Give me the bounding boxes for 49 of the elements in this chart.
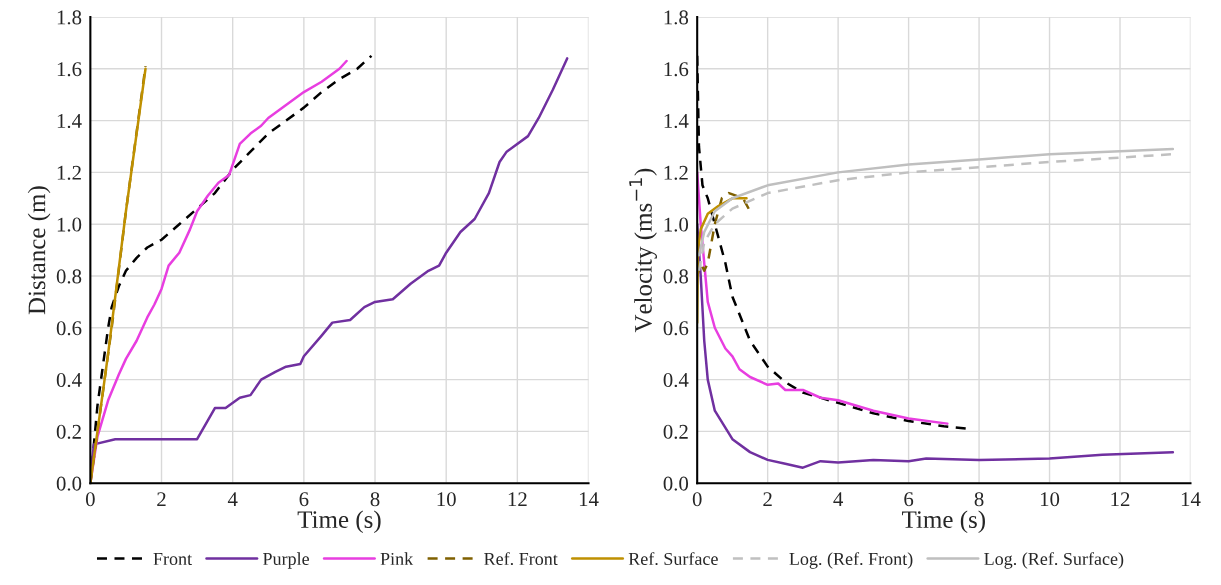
x-tick-label: 14	[1181, 492, 1201, 506]
x-tick-label: 0	[85, 492, 95, 507]
y-tick-label: 0.8	[56, 269, 82, 284]
legend-label: Log. (Ref. Front)	[789, 552, 913, 569]
y-tick-label: 1.6	[664, 62, 689, 77]
line-series	[697, 222, 1175, 469]
y-tick-label: 0.2	[663, 424, 688, 439]
x-tick-label: 8	[974, 492, 984, 507]
line-series	[697, 171, 949, 425]
x-tick-label: 8	[370, 492, 380, 507]
x-tick-label: 2	[157, 492, 166, 506]
y-tick-label: 1.4	[664, 114, 689, 129]
x-tick-label: 10	[1040, 492, 1060, 507]
y-tick-label: 1.8	[664, 10, 689, 25]
y-tick-label: 1.8	[57, 10, 82, 25]
y-tick-label: 0.0	[56, 476, 82, 491]
y-tick-label: 1.0	[664, 217, 689, 232]
x-axis-title: Time (s)	[902, 510, 985, 534]
x-tick-label: 12	[1111, 492, 1130, 506]
legend-label: Ref. Surface	[628, 552, 718, 566]
x-tick-label: 6	[299, 492, 309, 507]
y-tick-label: 0.6	[56, 321, 82, 336]
y-tick-label: 1.6	[57, 62, 82, 77]
y-tick-label: 1.0	[57, 217, 82, 232]
legend-label: Pink	[380, 552, 414, 565]
y-tick-label: 0.4	[56, 372, 82, 388]
x-tick-label: 12	[508, 492, 527, 506]
y-tick-label: 0.4	[663, 372, 689, 388]
y-tick-label: 0.2	[56, 424, 81, 439]
y-tick-label: 0.0	[663, 476, 689, 491]
y-tick-label: 1.2	[57, 165, 81, 180]
y-tick-label: 1.2	[664, 165, 688, 180]
legend-label: Front	[153, 553, 192, 566]
x-tick-label: 4	[833, 492, 844, 506]
x-tick-label: 6	[904, 492, 914, 507]
y-tick-label: 1.4	[57, 114, 82, 129]
y-axis-title: Velocity (ms$^{−1}$)	[629, 168, 657, 333]
y-axis-title: Distance (m)	[27, 186, 51, 315]
legend-label: Ref. Front	[484, 552, 558, 566]
y-tick-label: 0.6	[663, 321, 689, 336]
x-tick-label: 0	[692, 492, 702, 507]
legend-label: Purple	[263, 552, 310, 569]
x-tick-label: 2	[763, 492, 772, 506]
legend-label: Log. (Ref. Surface)	[984, 552, 1124, 569]
x-tick-label: 4	[227, 492, 238, 506]
x-tick-label: 14	[579, 492, 599, 506]
x-tick-label: 10	[437, 492, 456, 507]
y-tick-label: 0.8	[663, 269, 689, 284]
x-axis-title: Time (s)	[297, 510, 381, 534]
